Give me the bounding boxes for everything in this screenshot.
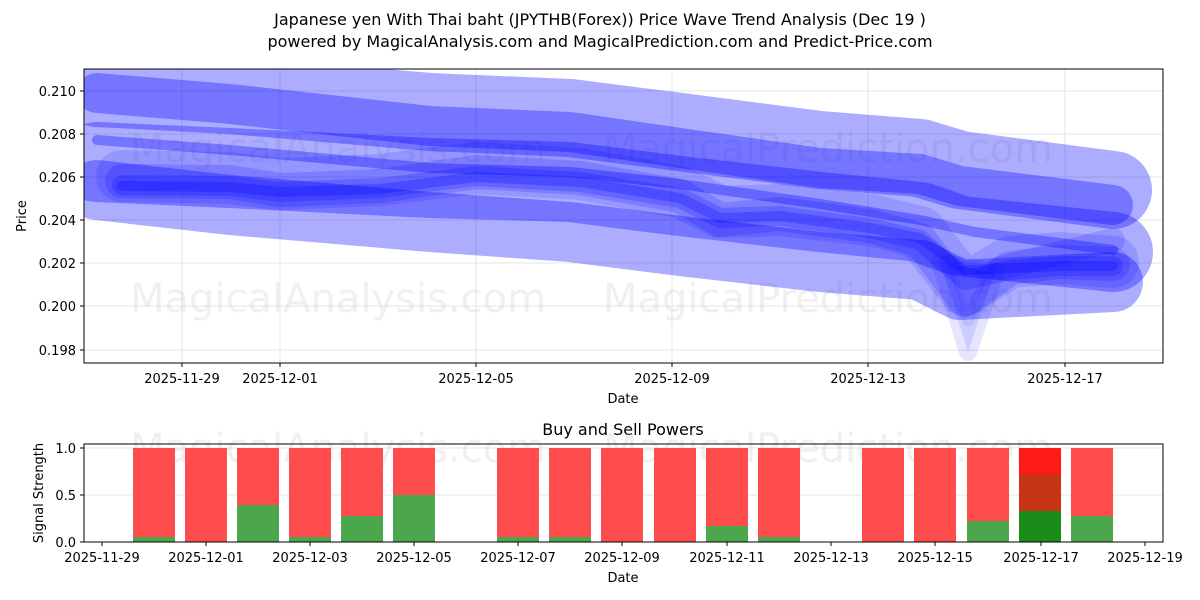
svg-text:0.202: 0.202 (39, 257, 76, 272)
svg-text:2025-12-17: 2025-12-17 (1003, 551, 1079, 566)
price-x-tick-labels: 2025-11-29 2025-12-01 2025-12-05 2025-12… (144, 372, 1103, 387)
svg-text:2025-12-19: 2025-12-19 (1107, 551, 1183, 566)
svg-text:0.5: 0.5 (55, 489, 76, 504)
svg-text:0.198: 0.198 (39, 344, 76, 359)
price-y-ticks (80, 90, 84, 351)
svg-text:2025-12-03: 2025-12-03 (272, 551, 348, 566)
buy-bar (758, 537, 800, 542)
svg-text:2025-12-11: 2025-12-11 (689, 551, 765, 566)
buy-bar (341, 516, 383, 542)
buy-bar (289, 537, 331, 542)
buy-bar (967, 521, 1009, 542)
buy-sell-axes-frame (83, 443, 1164, 543)
buy-sell-chart: Buy and Sell Powers MagicalAnalysis.com … (32, 420, 1183, 586)
buy-sell-x-tick-labels: 2025-11-29 2025-12-01 2025-12-03 2025-12… (64, 551, 1183, 566)
buy-bar (497, 537, 539, 542)
svg-text:2025-12-09: 2025-12-09 (584, 551, 660, 566)
chart-subtitle: powered by MagicalAnalysis.com and Magic… (267, 32, 933, 51)
svg-text:0.200: 0.200 (39, 300, 76, 315)
svg-text:2025-11-29: 2025-11-29 (144, 372, 220, 387)
buy-bar (549, 537, 591, 542)
svg-text:0.210: 0.210 (39, 85, 76, 100)
buy-bar (1071, 516, 1113, 542)
sell-bar (289, 448, 331, 542)
svg-text:1.0: 1.0 (55, 442, 76, 457)
sell-bar (654, 448, 696, 542)
buy-sell-title: Buy and Sell Powers (542, 420, 704, 439)
price-x-axis-label: Date (607, 392, 638, 407)
sell-bar (185, 448, 227, 542)
svg-text:2025-12-13: 2025-12-13 (830, 372, 906, 387)
svg-text:2025-12-01: 2025-12-01 (168, 551, 244, 566)
price-axes-frame (83, 68, 1164, 364)
svg-text:2025-12-09: 2025-12-09 (634, 372, 710, 387)
svg-text:2025-11-29: 2025-11-29 (64, 551, 140, 566)
price-chart: MagicalAnalysis.com MagicalPrediction.co… (15, 68, 1164, 407)
buy-bar (393, 495, 435, 542)
wave-bands (84, 69, 1153, 361)
buy-bar (133, 537, 175, 542)
svg-text:0.204: 0.204 (39, 214, 76, 229)
price-grid (84, 69, 1163, 363)
sell-bar (862, 448, 904, 542)
svg-text:2025-12-13: 2025-12-13 (793, 551, 869, 566)
watermark: MagicalAnalysis.com (130, 276, 546, 322)
price-y-axis-label: Price (15, 200, 30, 232)
svg-text:2025-12-01: 2025-12-01 (242, 372, 318, 387)
buy-bar-strong (1019, 511, 1061, 542)
svg-text:0.208: 0.208 (39, 128, 76, 143)
watermark: MagicalPrediction.com (603, 126, 1053, 172)
price-y-tick-labels: 0.210 0.208 0.206 0.204 0.202 0.200 0.19… (39, 85, 76, 359)
buy-sell-x-axis-label: Date (607, 571, 638, 586)
sell-bar (601, 448, 643, 542)
svg-text:2025-12-07: 2025-12-07 (480, 551, 556, 566)
buy-sell-y-axis-label: Signal Strength (32, 443, 47, 543)
sell-bar (914, 448, 956, 542)
buy-sell-x-ticks (101, 542, 1146, 546)
buy-sell-y-ticks (80, 447, 84, 543)
svg-text:2025-12-05: 2025-12-05 (438, 372, 514, 387)
buy-sell-y-tick-labels: 1.0 0.5 0.0 (55, 442, 76, 551)
svg-text:0.0: 0.0 (55, 536, 76, 551)
sell-bar (549, 448, 591, 542)
sell-bar (758, 448, 800, 542)
buy-bar (237, 505, 279, 542)
sell-bar (497, 448, 539, 542)
buy-sell-bars (133, 448, 1113, 542)
price-x-ticks (181, 363, 1066, 367)
svg-text:2025-12-17: 2025-12-17 (1027, 372, 1103, 387)
svg-text:2025-12-05: 2025-12-05 (376, 551, 452, 566)
sell-bar (133, 448, 175, 542)
watermark: MagicalPrediction.com (603, 276, 1053, 322)
svg-text:2025-12-15: 2025-12-15 (897, 551, 973, 566)
sell-bar-overlap (1019, 474, 1061, 511)
chart-title: Japanese yen With Thai baht (JPYTHB(Fore… (274, 10, 926, 29)
watermark: MagicalAnalysis.com (130, 126, 546, 172)
buy-bar (706, 526, 748, 542)
svg-text:0.206: 0.206 (39, 171, 76, 186)
